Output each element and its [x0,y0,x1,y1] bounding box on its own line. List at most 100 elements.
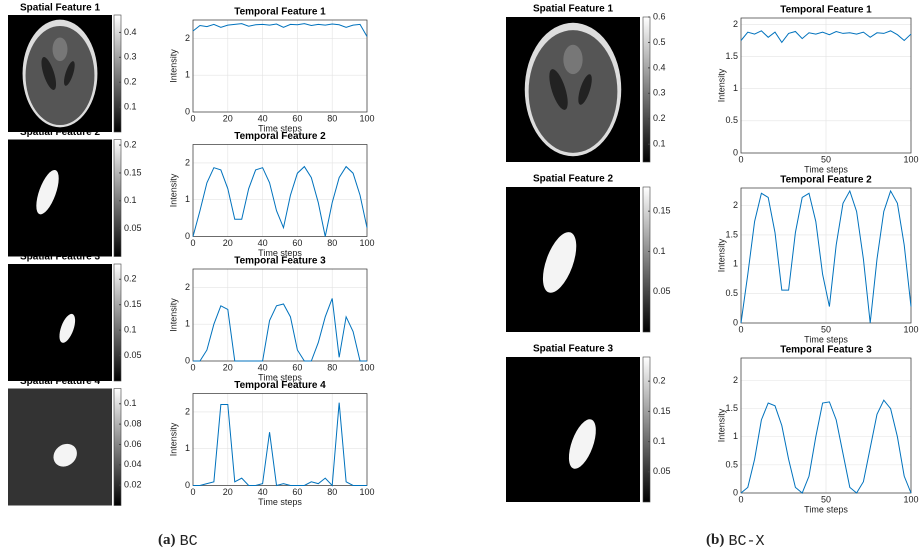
image-title: Spatial Feature 2 [533,174,613,185]
y-tick-label: 0 [185,355,190,365]
x-tick-label: 0 [190,238,195,248]
plot-frame [192,144,368,237]
x-tick-label: 100 [903,154,918,164]
y-tick-label: 1 [733,431,738,441]
colorbar-tick-label: 0.08 [124,418,142,428]
y-tick-label: 1 [185,194,190,204]
x-axis-label: Time steps [258,248,302,258]
colorbar-tick-label: 0.3 [653,88,666,98]
spatial-feature [8,264,112,381]
x-tick-label: 0 [738,494,743,504]
y-tick-label: 0.5 [725,115,738,125]
x-tick-label: 60 [292,487,302,497]
x-axis-label: Time steps [804,504,848,514]
colorbar-tick-label: 0.2 [124,139,137,149]
x-axis-label: Time steps [258,497,302,507]
colorbar-tick-label: 0.1 [653,246,666,256]
y-tick-label: 0 [185,231,190,241]
colorbar [642,186,651,333]
image-title: Spatial Feature 2 [20,127,100,138]
y-tick-label: 2 [185,282,190,292]
x-tick-label: 100 [359,487,374,497]
y-tick-label: 2 [733,19,738,29]
x-tick-label: 80 [327,113,337,123]
y-axis-label: Intensity [168,173,178,207]
chart-title: Temporal Feature 1 [780,5,872,16]
y-tick-label: 1 [185,319,190,329]
blob [542,232,577,293]
x-axis-label: Time steps [258,372,302,382]
series-line [740,30,912,44]
plot-area [193,144,367,237]
y-tick-label: 2 [185,33,190,43]
y-tick-label: 0.5 [725,459,738,469]
series-line [740,399,912,494]
x-tick-label: 60 [292,113,302,123]
caption-label: (a) [158,532,176,548]
spatial-feature [8,139,112,257]
plot-frame [192,393,368,486]
chart-title: Temporal Feature 1 [234,7,326,18]
colorbar-tick-label: 0.1 [124,398,137,408]
x-tick-label: 0 [190,487,195,497]
phantom-body [528,30,618,153]
phantom-dark [578,74,592,105]
colorbar-tick-label: 0.5 [653,37,666,47]
x-tick-label: 0 [738,154,743,164]
image-title: Spatial Feature 1 [20,3,100,14]
x-tick-label: 100 [359,362,374,372]
y-tick-label: 2 [185,157,190,167]
caption-name: BC [180,533,198,550]
phantom-dark [41,57,57,90]
series-line [740,189,912,324]
colorbar-tick-label: 0.05 [124,350,142,360]
blob [59,313,76,343]
colorbar-tick-label: 0.1 [124,325,137,335]
colorbar [642,16,651,163]
spatial-feature [8,15,112,132]
chart-title: Temporal Feature 3 [234,256,326,267]
y-tick-label: 0.5 [725,288,738,298]
colorbar [113,263,122,382]
spatial-feature [506,187,640,332]
colorbar-tick-label: 0.04 [124,459,142,469]
colorbar [113,14,122,133]
colorbar-tick-label: 0.05 [653,286,671,296]
y-tick-label: 1 [733,259,738,269]
image-title: Spatial Feature 3 [533,344,613,355]
y-axis-label: Intensity [168,298,178,332]
x-tick-label: 40 [258,113,268,123]
series-line [193,298,367,362]
y-tick-label: 1 [733,83,738,93]
colorbar-tick-label: 0.06 [124,439,142,449]
colorbar-tick-label: 0.1 [124,101,137,111]
x-tick-label: 20 [223,113,233,123]
x-tick-label: 40 [258,487,268,497]
y-tick-label: 1 [185,70,190,80]
y-axis-label: Intensity [168,49,178,83]
caption-label: (b) [706,532,724,548]
y-axis-label: Intensity [716,68,726,102]
y-tick-label: 0 [733,147,738,157]
y-tick-label: 0 [185,480,190,490]
y-tick-label: 2 [733,375,738,385]
x-tick-label: 80 [327,238,337,248]
colorbar-tick-label: 0.2 [124,274,137,284]
image-bg [8,139,112,257]
x-tick-label: 0 [190,362,195,372]
spatial-feature [506,357,640,502]
x-tick-label: 20 [223,487,233,497]
x-tick-label: 0 [738,324,743,334]
phantom-dark [549,69,568,110]
colorbar-tick-label: 0.6 [653,11,666,21]
colorbar-tick-label: 0.05 [124,223,142,233]
colorbar-tick-label: 0.3 [124,52,137,62]
plot-frame [740,17,912,154]
spatial-feature [8,388,112,506]
chart-title: Temporal Feature 2 [234,131,326,142]
colorbar-tick-label: 0.1 [653,139,666,149]
x-tick-label: 100 [359,238,374,248]
image-title: Spatial Feature 3 [20,252,100,263]
plot-frame [740,357,912,494]
